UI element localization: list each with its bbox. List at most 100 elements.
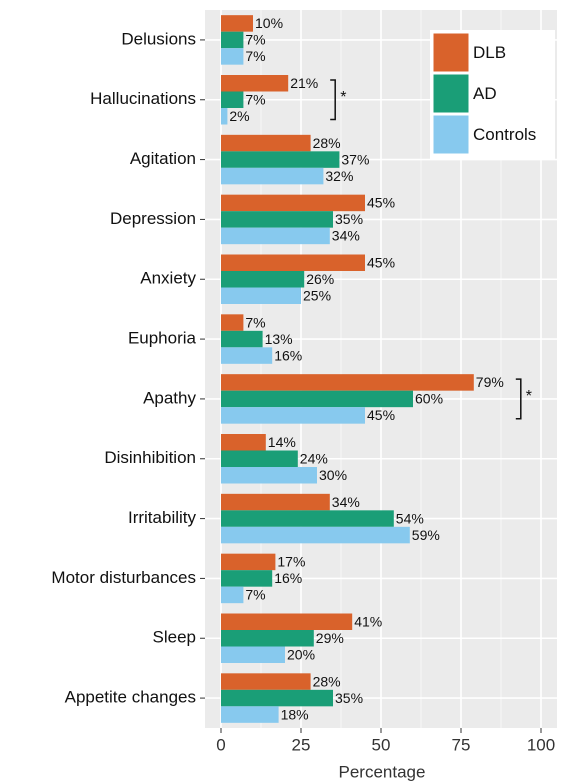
y-tick-label: Agitation bbox=[130, 149, 196, 168]
y-tick-label: Sleep bbox=[153, 628, 196, 647]
value-label: 29% bbox=[316, 630, 344, 646]
legend-key bbox=[432, 32, 470, 73]
x-tick-label: 0 bbox=[216, 735, 225, 754]
value-label: 37% bbox=[341, 151, 369, 167]
bar bbox=[221, 271, 305, 288]
value-label: 25% bbox=[303, 287, 331, 303]
bar bbox=[221, 287, 301, 304]
x-tick-label: 75 bbox=[452, 735, 471, 754]
value-label: 28% bbox=[313, 673, 341, 689]
value-label: 7% bbox=[245, 32, 265, 48]
y-tick-label: Euphoria bbox=[128, 329, 197, 348]
value-label: 54% bbox=[396, 510, 424, 526]
bar bbox=[221, 330, 263, 348]
bar bbox=[221, 689, 333, 707]
y-tick-label: Disinhibition bbox=[104, 448, 196, 467]
bar bbox=[221, 450, 298, 467]
x-axis-title: Percentage bbox=[339, 762, 426, 781]
bar bbox=[221, 390, 413, 408]
bar bbox=[221, 706, 279, 723]
bar bbox=[221, 526, 410, 544]
bar bbox=[221, 586, 244, 604]
bar bbox=[221, 15, 253, 32]
bar bbox=[221, 407, 365, 424]
annotation: * bbox=[340, 89, 346, 106]
bar bbox=[221, 467, 317, 484]
legend-label: DLB bbox=[473, 43, 506, 62]
significance-bracket bbox=[330, 79, 336, 121]
y-tick-label: Motor disturbances bbox=[51, 568, 196, 587]
y-tick-label: Depression bbox=[110, 209, 196, 228]
value-label: 34% bbox=[332, 494, 360, 510]
value-label: 35% bbox=[335, 211, 363, 227]
value-label: 32% bbox=[325, 168, 353, 184]
legend-label: Controls bbox=[473, 125, 536, 144]
y-tick-label: Hallucinations bbox=[90, 89, 196, 108]
bar bbox=[221, 314, 244, 331]
value-label: 13% bbox=[265, 331, 293, 347]
value-label: 2% bbox=[229, 108, 249, 124]
value-label: 16% bbox=[274, 347, 302, 363]
bar bbox=[221, 211, 333, 228]
bar bbox=[221, 510, 394, 527]
bar bbox=[221, 227, 330, 245]
x-tick-label: 100 bbox=[527, 735, 555, 754]
value-label: 41% bbox=[354, 613, 382, 629]
value-label: 7% bbox=[245, 91, 265, 107]
value-label: 7% bbox=[245, 48, 265, 64]
value-label: 45% bbox=[367, 407, 395, 423]
value-label: 20% bbox=[287, 646, 315, 662]
legend-label: AD bbox=[473, 84, 497, 103]
bar bbox=[221, 108, 228, 125]
bar bbox=[221, 91, 244, 108]
bar bbox=[221, 151, 340, 168]
y-tick-label: Irritability bbox=[128, 508, 197, 527]
bar bbox=[221, 75, 289, 92]
bar bbox=[221, 553, 276, 571]
y-tick-label: Anxiety bbox=[140, 269, 196, 288]
bar bbox=[221, 613, 353, 630]
bar bbox=[221, 673, 311, 690]
value-label: 30% bbox=[319, 467, 347, 483]
value-label: 10% bbox=[255, 15, 283, 31]
y-tick-label: Appetite changes bbox=[65, 688, 196, 707]
x-tick-label: 25 bbox=[292, 735, 311, 754]
bar bbox=[221, 630, 314, 647]
bar bbox=[221, 347, 273, 364]
bar bbox=[221, 374, 474, 391]
annotation: * bbox=[526, 388, 532, 405]
value-label: 45% bbox=[367, 254, 395, 270]
value-label: 79% bbox=[476, 374, 504, 390]
bar bbox=[221, 194, 365, 212]
bar bbox=[221, 167, 324, 185]
value-label: 24% bbox=[300, 450, 328, 466]
y-tick-label: Apathy bbox=[143, 388, 196, 407]
value-label: 7% bbox=[245, 587, 265, 603]
bar bbox=[221, 493, 330, 511]
value-label: 35% bbox=[335, 690, 363, 706]
value-label: 7% bbox=[245, 314, 265, 330]
value-label: 18% bbox=[281, 706, 309, 722]
legend-key bbox=[432, 114, 470, 155]
significance-bracket bbox=[515, 378, 522, 420]
value-label: 14% bbox=[268, 434, 296, 450]
value-label: 28% bbox=[313, 135, 341, 151]
value-label: 26% bbox=[306, 271, 334, 287]
legend-key bbox=[432, 73, 470, 114]
x-tick-label: 50 bbox=[372, 735, 391, 754]
value-label: 45% bbox=[367, 195, 395, 211]
bar bbox=[221, 134, 311, 152]
value-label: 21% bbox=[290, 75, 318, 91]
bar bbox=[221, 570, 273, 587]
y-tick-label: Delusions bbox=[121, 29, 196, 48]
bar bbox=[221, 48, 244, 65]
bar bbox=[221, 31, 244, 49]
value-label: 60% bbox=[415, 391, 443, 407]
bar bbox=[221, 434, 266, 451]
value-label: 34% bbox=[332, 228, 360, 244]
value-label: 59% bbox=[412, 527, 440, 543]
value-label: 17% bbox=[277, 554, 305, 570]
bar bbox=[221, 254, 365, 271]
